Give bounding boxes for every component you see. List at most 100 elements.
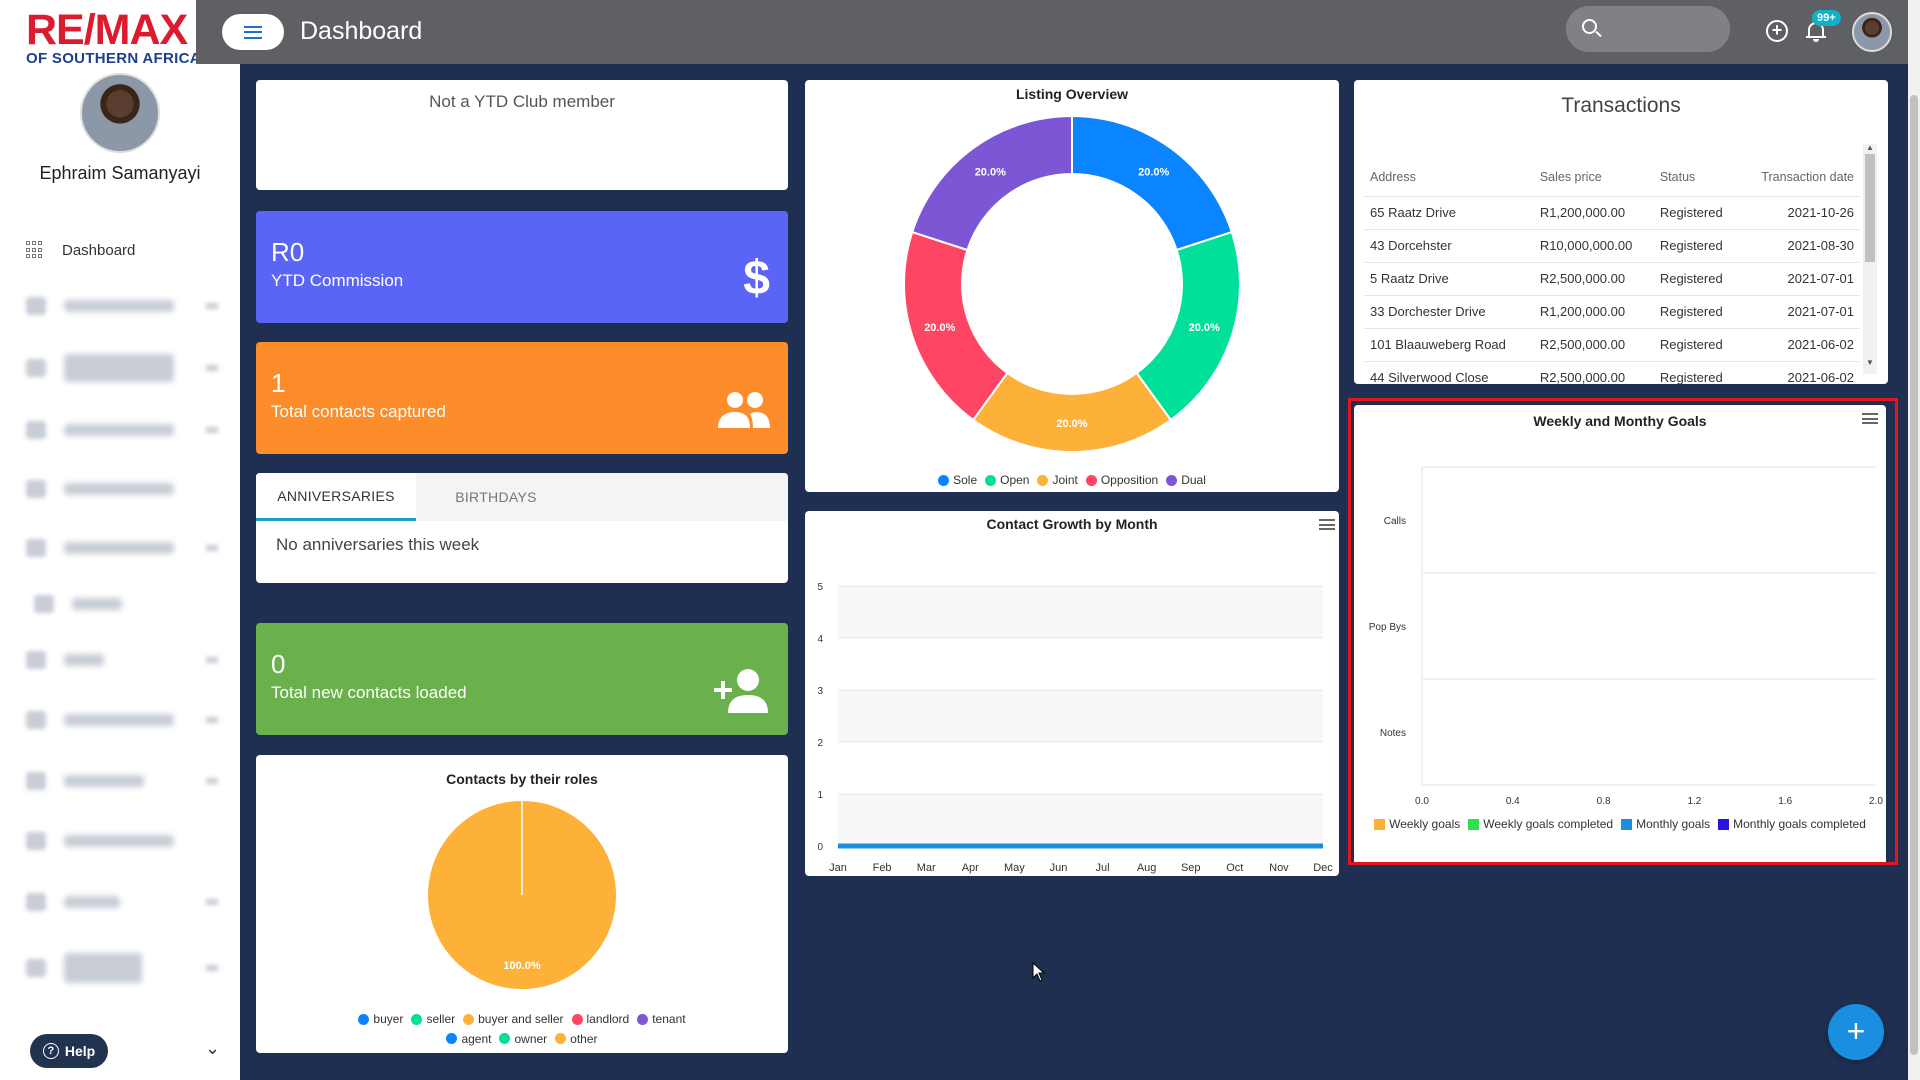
sidebar-item-blurred[interactable] bbox=[0, 632, 240, 688]
legend-item[interactable]: seller bbox=[411, 1010, 455, 1028]
legend-item[interactable]: Joint bbox=[1037, 473, 1078, 487]
chart-menu-icon[interactable] bbox=[1862, 413, 1878, 424]
table-cell: Registered bbox=[1653, 360, 1740, 384]
blurred-icon bbox=[26, 539, 46, 557]
scroll-up-icon[interactable]: ▲ bbox=[1866, 143, 1874, 152]
table-cell: R2,500,000.00 bbox=[1533, 261, 1654, 295]
table-cell: 2021-07-01 bbox=[1739, 294, 1860, 328]
legend-item[interactable]: Sole bbox=[938, 473, 977, 487]
page-scrollbar[interactable] bbox=[1908, 0, 1920, 1080]
x-tick-label: Mar bbox=[917, 862, 936, 874]
chevron-down-icon[interactable]: ⌄ bbox=[205, 1038, 221, 1058]
legend-item[interactable]: landlord bbox=[571, 1010, 629, 1028]
table-cell: R2,500,000.00 bbox=[1533, 327, 1654, 361]
add-circle-icon[interactable]: + bbox=[1766, 20, 1788, 42]
table-cell: 2021-08-30 bbox=[1739, 228, 1860, 262]
add-fab-button[interactable]: + bbox=[1828, 1004, 1884, 1060]
legend-item[interactable]: other bbox=[555, 1030, 598, 1048]
y-tick-label: 5 bbox=[817, 582, 823, 593]
legend-item[interactable]: Monthly goals completed bbox=[1718, 817, 1866, 831]
ytd-commission-card: R0 YTD Commission $ bbox=[256, 211, 788, 323]
sidebar-item-blurred[interactable] bbox=[0, 932, 240, 1004]
blurred-icon bbox=[26, 959, 46, 977]
legend-item[interactable]: Weekly goals completed bbox=[1468, 817, 1613, 831]
roles-pie-chart: 100.0% bbox=[428, 801, 616, 989]
scrollbar-thumb[interactable] bbox=[1910, 95, 1918, 1055]
legend-item[interactable]: agent bbox=[446, 1030, 491, 1048]
grid-band bbox=[838, 586, 1323, 638]
celebrations-tabs: ANNIVERSARIES BIRTHDAYS bbox=[256, 473, 788, 521]
growth-chart-title: Contact Growth by Month bbox=[986, 516, 1158, 532]
legend-item[interactable]: Open bbox=[985, 473, 1029, 487]
sidebar-item-blurred[interactable] bbox=[0, 688, 240, 752]
category-label: Calls bbox=[1384, 516, 1406, 527]
profile-avatar[interactable] bbox=[80, 73, 160, 153]
legend-item[interactable]: owner bbox=[499, 1030, 547, 1048]
sidebar-item-blurred[interactable] bbox=[0, 278, 240, 334]
table-scrollbar-thumb[interactable] bbox=[1865, 154, 1875, 262]
sidebar-item-blurred[interactable] bbox=[0, 402, 240, 458]
legend-marker bbox=[446, 1033, 458, 1044]
user-avatar[interactable] bbox=[1852, 12, 1892, 52]
goals-legend: Weekly goals Weekly goals completed Monthl… bbox=[1354, 817, 1886, 833]
table-cell: 5 Raatz Drive bbox=[1364, 261, 1534, 295]
table-cell: R2,500,000.00 bbox=[1533, 360, 1654, 384]
x-tick-label: 2.0 bbox=[1869, 796, 1883, 807]
x-tick-label: 1.6 bbox=[1778, 796, 1792, 807]
sidebar-item-blurred[interactable] bbox=[0, 334, 240, 402]
sidebar-item-blurred[interactable] bbox=[0, 458, 240, 520]
search-input[interactable] bbox=[1566, 6, 1730, 52]
legend-label: Opposition bbox=[1100, 473, 1159, 487]
legend-item[interactable]: Weekly goals bbox=[1374, 817, 1460, 831]
sidebar-item-blurred[interactable] bbox=[0, 576, 240, 632]
chart-menu-icon[interactable] bbox=[1319, 519, 1335, 530]
x-tick-label: May bbox=[1004, 862, 1025, 874]
sidebar-item-dashboard[interactable]: Dashboard bbox=[0, 222, 240, 278]
remax-logo[interactable]: RE/MAX OF SOUTHERN AFRICA bbox=[26, 8, 206, 66]
column-header[interactable]: Sales price bbox=[1539, 169, 1602, 184]
table-row[interactable]: 65 Raatz Drive R1,200,000.00 Registered 202… bbox=[1364, 195, 1860, 229]
legend-marker bbox=[637, 1013, 649, 1025]
tab-birthdays[interactable]: BIRTHDAYS bbox=[455, 489, 537, 505]
legend-item[interactable]: tenant bbox=[637, 1010, 686, 1028]
column-header[interactable]: Address bbox=[1370, 169, 1416, 184]
help-button[interactable]: ? Help bbox=[30, 1034, 108, 1068]
legend-item[interactable]: buyer bbox=[358, 1010, 403, 1028]
legend-item[interactable]: Monthly goals bbox=[1621, 817, 1710, 831]
table-row[interactable]: 101 Blaauweberg Road R2,500,000.00 Registe… bbox=[1364, 327, 1860, 361]
legend-marker bbox=[1085, 474, 1097, 486]
table-row[interactable]: 33 Dorchester Drive R1,200,000.00 Register… bbox=[1364, 294, 1860, 328]
legend-item[interactable]: Opposition bbox=[1085, 473, 1159, 487]
contacts-label: Total contacts captured bbox=[271, 402, 446, 421]
table-row[interactable]: 44 Silverwood Close R2,500,000.00 Register… bbox=[1364, 360, 1860, 384]
sidebar-item-blurred[interactable] bbox=[0, 872, 240, 932]
legend-marker bbox=[1166, 474, 1178, 486]
legend-marker bbox=[1718, 818, 1730, 830]
legend-item[interactable]: buyer and seller bbox=[463, 1010, 564, 1028]
legend-marker bbox=[499, 1033, 511, 1044]
column-header[interactable]: Status bbox=[1659, 169, 1696, 184]
legend-label: Weekly goals bbox=[1389, 817, 1461, 831]
sidebar-item-blurred[interactable] bbox=[0, 520, 240, 576]
sidebar-item-blurred[interactable] bbox=[0, 752, 240, 810]
x-tick-label: 1.2 bbox=[1687, 796, 1701, 807]
menu-toggle-button[interactable] bbox=[222, 14, 284, 50]
table-cell: 44 Silverwood Close bbox=[1364, 360, 1534, 384]
table-cell: 43 Dorcehster bbox=[1364, 228, 1534, 262]
x-tick-label: Jan bbox=[829, 862, 847, 874]
blurred-label bbox=[72, 598, 122, 610]
legend-item[interactable]: Dual bbox=[1166, 473, 1206, 487]
table-row[interactable]: 43 Dorcehster R10,000,000.00 Registered 202… bbox=[1364, 228, 1860, 262]
table-scrollbar[interactable]: ▲ ▼ bbox=[1863, 143, 1877, 374]
table-cell: R10,000,000.00 bbox=[1533, 228, 1654, 262]
legend-label: Sole bbox=[953, 473, 978, 487]
contacts-captured-card: 1 Total contacts captured bbox=[256, 342, 788, 454]
tab-anniversaries[interactable]: ANNIVERSARIES bbox=[256, 473, 416, 521]
table-row[interactable]: 5 Raatz Drive R2,500,000.00 Registered 2021… bbox=[1364, 261, 1860, 295]
blurred-label bbox=[64, 300, 174, 312]
new-contacts-card: 0 Total new contacts loaded bbox=[256, 623, 788, 735]
sidebar-item-blurred[interactable] bbox=[0, 810, 240, 872]
blurred-label bbox=[64, 354, 174, 382]
scroll-down-icon[interactable]: ▼ bbox=[1866, 358, 1874, 367]
column-header[interactable]: Transaction date bbox=[1761, 169, 1854, 184]
